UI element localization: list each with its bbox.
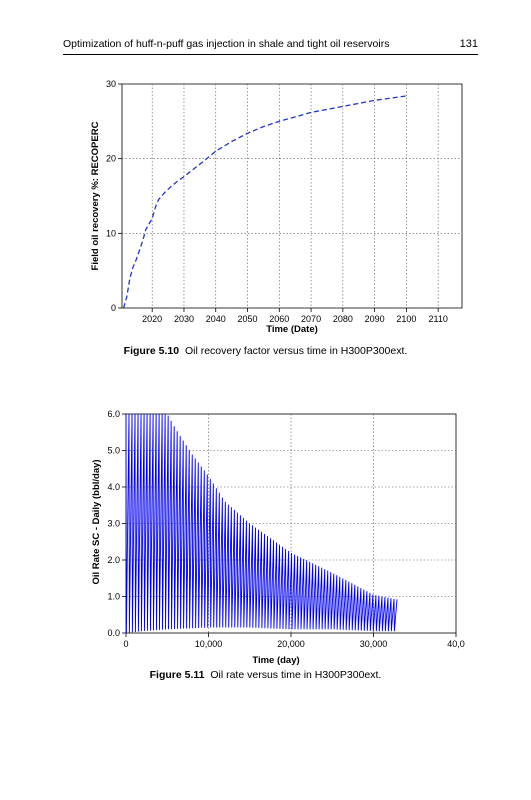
x-tick-label: 10,000	[195, 639, 223, 649]
y-tick-label: 3.0	[107, 519, 120, 529]
x-tick-label: 20,000	[277, 639, 305, 649]
x-tick-label: 2020	[142, 314, 162, 324]
figure-caption-text: Oil rate versus time in H300P300ext.	[210, 669, 382, 681]
x-tick-label: 2080	[333, 314, 353, 324]
y-tick-label: 4.0	[107, 482, 120, 492]
figure-caption-5-11: Figure 5.11 Oil rate versus time in H300…	[0, 669, 531, 681]
oil-rate-chart: 0 10,000 20,000 30,000 40,0 0.0 1.0 2.0 3.0 4.0 5…	[91, 409, 465, 666]
y-tick-label: 2.0	[107, 555, 120, 565]
recovery-line	[122, 95, 407, 309]
oil-rate-line	[125, 413, 398, 634]
figure-label: Figure 5.11	[149, 669, 205, 681]
y-axis-label: Field oil recovery %: RECOPERC	[90, 121, 101, 270]
x-axis-label: Time (Date)	[266, 324, 318, 335]
x-tick-label: 30,000	[360, 639, 388, 649]
x-tick-label: 40,0	[447, 639, 465, 649]
y-tick-label: 0.0	[107, 628, 120, 638]
running-head: Optimization of huff-n-puff gas injectio…	[63, 38, 478, 55]
x-tick-label: 2070	[301, 314, 321, 324]
plot-area	[121, 83, 463, 309]
x-tick-label: 2040	[206, 314, 226, 324]
x-tick-label: 2100	[396, 314, 416, 324]
x-axis-label: Time (day)	[252, 655, 299, 666]
x-tick-label: 2050	[237, 314, 257, 324]
y-tick-label: 0	[111, 303, 116, 313]
y-axis-label: Oil Rate SC - Daily (bbl/day)	[91, 459, 102, 584]
x-tick-label: 2030	[174, 314, 194, 324]
running-title: Optimization of huff-n-puff gas injectio…	[63, 38, 390, 50]
page-number: 131	[459, 38, 478, 50]
recovery-factor-chart: 2020 2030 2040 2050 2060 2070 2080 2090 2100 2110…	[90, 79, 463, 335]
x-tick-label: 0	[123, 639, 128, 649]
y-tick-label: 20	[106, 154, 116, 164]
figure-caption-5-10: Figure 5.10 Oil recovery factor versus t…	[0, 345, 531, 357]
x-tick-label: 2090	[365, 314, 385, 324]
y-tick-label: 6.0	[107, 409, 120, 419]
x-tick-label: 2110	[428, 314, 447, 324]
y-tick-label: 30	[106, 79, 116, 89]
y-tick-label: 5.0	[107, 446, 120, 456]
y-tick-label: 1.0	[107, 592, 120, 602]
x-tick-label: 2060	[269, 314, 289, 324]
y-tick-label: 10	[106, 228, 116, 238]
figure-label: Figure 5.10	[123, 345, 180, 357]
figure-caption-text: Oil recovery factor versus time in H300P…	[184, 345, 408, 357]
